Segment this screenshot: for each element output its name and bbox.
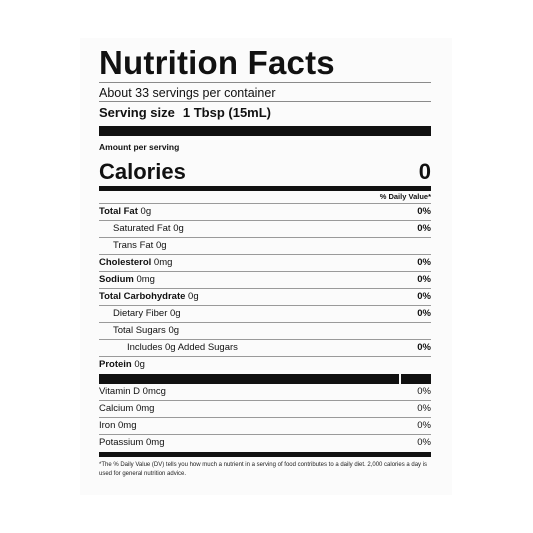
- nutrient-amount: 0g: [173, 223, 184, 234]
- nutrient-name: Includes 0g Added Sugars: [127, 342, 238, 353]
- nutrient-row-total-fat: Total Fat 0g 0%: [99, 203, 431, 220]
- nutrient-percent: 0%: [417, 257, 431, 268]
- nutrient-name: Total Sugars: [113, 325, 166, 336]
- vitamin-row-calcium: Calcium 0mg 0%: [99, 400, 431, 417]
- nutrient-percent: 0%: [417, 223, 431, 234]
- vitamin-amount: 0mg: [146, 437, 165, 448]
- nutrient-row-total-sugars: Total Sugars 0g: [99, 322, 431, 339]
- nutrient-name: Trans Fat: [113, 240, 154, 251]
- thick-divider: [99, 126, 431, 136]
- nutrient-row-sodium: Sodium 0mg 0%: [99, 271, 431, 288]
- nutrient-name: Total Carbohydrate: [99, 291, 186, 302]
- daily-value-footnote: *The % Daily Value (DV) tells you how mu…: [99, 462, 428, 477]
- nutrition-facts-label: Nutrition Facts About 33 servings per co…: [99, 40, 431, 479]
- nutrient-amount: 0g: [134, 359, 145, 370]
- nutrient-amount: 0g: [168, 325, 180, 336]
- nutrient-row-dietary-fiber: Dietary Fiber 0g 0%: [99, 305, 431, 322]
- nutrient-name: Sodium: [99, 274, 134, 285]
- vitamin-name: Calcium: [99, 403, 134, 414]
- nutrient-percent: 0%: [417, 291, 431, 302]
- nutrient-amount: 0g: [170, 308, 181, 319]
- vitamin-row-potassium: Potassium 0mg 0%: [99, 434, 431, 451]
- vitamin-row-vitamin-d: Vitamin D 0mcg 0%: [99, 384, 431, 400]
- nutrient-row-trans-fat: Trans Fat 0g: [99, 237, 431, 254]
- medium-divider: [99, 452, 431, 457]
- vitamin-row-iron: Iron 0mg 0%: [99, 417, 431, 434]
- calories-value: 0: [418, 159, 431, 184]
- serving-size-label: Serving size: [99, 105, 175, 120]
- vitamin-amount: 0mg: [118, 420, 137, 431]
- amount-per-serving: Amount per serving: [99, 142, 180, 152]
- nutrient-row-saturated-fat: Saturated Fat 0g 0%: [99, 220, 431, 237]
- nutrient-percent: 0%: [417, 274, 431, 285]
- nutrient-amount: 0mg: [153, 257, 173, 268]
- label-background: [80, 38, 452, 495]
- vitamin-amount: 0mcg: [142, 386, 166, 397]
- nutrient-row-total-carbohydrate: Total Carbohydrate 0g 0%: [99, 288, 431, 305]
- nutrient-amount: 0g: [140, 206, 152, 217]
- thick-divider: [99, 374, 431, 384]
- nutrient-name: Protein: [99, 359, 132, 370]
- divider: [99, 82, 431, 83]
- vitamin-name: Potassium: [99, 437, 144, 448]
- vitamin-percent: 0%: [417, 403, 431, 414]
- servings-per-container: About 33 servings per container: [99, 86, 276, 100]
- nutrient-percent: 0%: [417, 342, 431, 353]
- nutrient-row-added-sugars: Includes 0g Added Sugars 0%: [99, 339, 431, 356]
- nutrient-row-protein: Protein 0g: [99, 356, 431, 373]
- nutrient-percent: 0%: [417, 206, 431, 217]
- daily-value-header: % Daily Value*: [379, 192, 431, 201]
- vitamin-name: Iron: [99, 420, 116, 431]
- calories-row: Calories 0: [99, 154, 431, 184]
- serving-size-row: Serving size 1 Tbsp (15mL): [99, 104, 431, 122]
- divider: [99, 101, 431, 102]
- vitamin-name: Vitamin D: [99, 386, 141, 397]
- medium-divider: [99, 186, 431, 191]
- nutrient-name: Cholesterol: [99, 257, 152, 268]
- divider-notch: [399, 374, 401, 384]
- nutrient-name: Total Fat: [99, 206, 138, 217]
- nutrient-percent: 0%: [417, 308, 431, 319]
- label-title: Nutrition Facts: [99, 44, 335, 81]
- serving-size-value: 1 Tbsp (15mL): [182, 105, 271, 120]
- nutrient-row-cholesterol: Cholesterol 0mg 0%: [99, 254, 431, 271]
- nutrient-amount: 0g: [155, 240, 167, 251]
- vitamin-percent: 0%: [417, 420, 431, 431]
- vitamin-percent: 0%: [417, 437, 431, 448]
- calories-label: Calories: [99, 159, 186, 184]
- nutrient-name: Dietary Fiber: [113, 308, 168, 319]
- nutrient-amount: 0mg: [136, 274, 155, 285]
- nutrient-name: Saturated Fat: [113, 223, 171, 234]
- vitamin-amount: 0mg: [135, 403, 155, 414]
- vitamin-percent: 0%: [417, 386, 431, 397]
- nutrient-amount: 0g: [188, 291, 199, 302]
